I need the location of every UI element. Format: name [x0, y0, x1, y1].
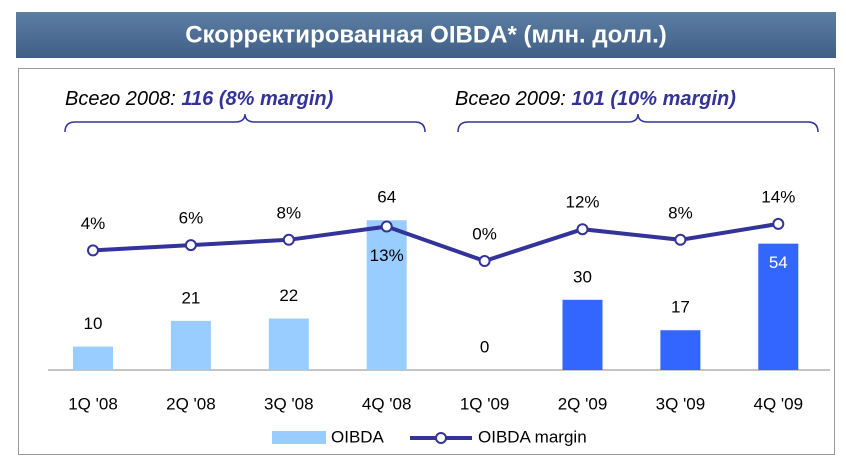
margin-point [380, 220, 393, 233]
bar [268, 318, 309, 370]
margin-point [478, 255, 491, 267]
legend-label: OIBDA margin [478, 427, 587, 446]
x-tick-label: 1Q '09 [460, 394, 510, 413]
bar-value-label: 10 [84, 314, 103, 333]
bar [366, 220, 407, 370]
brace [457, 113, 819, 133]
chart-title: Скорректированная OIBDA* (млн. долл.) [185, 21, 667, 48]
bar-value-label: 21 [181, 288, 200, 307]
x-tick-label: 2Q '08 [166, 394, 216, 413]
annotation-label: Всего 2009: [455, 88, 566, 110]
bar-value-label: 30 [573, 267, 592, 286]
x-tick-label: 2Q '09 [558, 394, 608, 413]
margin-point [282, 233, 295, 246]
bar-value-label: 54 [769, 253, 788, 272]
annotation-text: 101 (10% margin) [571, 88, 736, 110]
brace [64, 113, 426, 133]
header-bar [16, 12, 836, 58]
margin-label: 14% [761, 187, 795, 206]
bar [562, 299, 603, 370]
bar-value-label: 64 [377, 188, 396, 207]
legend-marker [435, 432, 447, 444]
margin-label: 4% [81, 214, 106, 233]
margin-label: 8% [668, 203, 693, 222]
bar-value-label: 0 [480, 337, 489, 356]
margin-point [576, 223, 589, 236]
annotation: Всего 2008: 116 (8% margin) [65, 88, 334, 110]
x-tick-label: 1Q '08 [68, 394, 118, 413]
margin-point [772, 217, 785, 230]
legend-label: OIBDA [331, 427, 385, 446]
bar [758, 243, 799, 370]
margin-label: 13% [370, 246, 404, 265]
margin-label: 6% [179, 209, 204, 228]
annotation-label: Всего 2008: [65, 88, 176, 110]
margin-label: 8% [277, 203, 302, 222]
frame [18, 68, 835, 455]
x-tick-label: 3Q '09 [656, 394, 706, 413]
bar-value-label: 17 [671, 298, 690, 317]
x-tick-label: 4Q '08 [362, 394, 412, 413]
legend-swatch [272, 431, 326, 444]
x-tick-label: 3Q '08 [264, 394, 314, 413]
annotation-text: 116 (8% margin) [181, 88, 333, 110]
margin-point [184, 239, 197, 252]
margin-line [92, 221, 779, 264]
bar [170, 320, 211, 370]
annotation: Всего 2009: 101 (10% margin) [455, 88, 736, 110]
x-tick-label: 4Q '09 [754, 394, 804, 413]
bar-value-label: 22 [279, 286, 298, 305]
bar [73, 346, 113, 370]
margin-point [87, 244, 99, 257]
margin-label: 12% [565, 193, 599, 212]
bar [660, 330, 701, 370]
margin-label: 0% [472, 224, 497, 243]
margin-point [674, 233, 687, 246]
